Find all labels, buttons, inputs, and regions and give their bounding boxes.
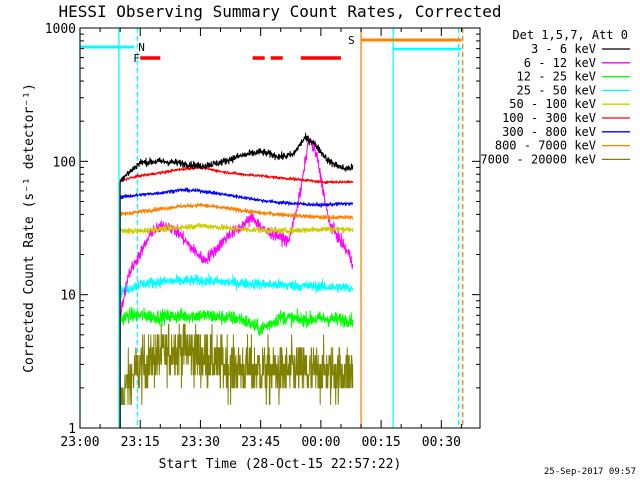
x-tick-label-4: 00:00: [301, 435, 340, 450]
annotation-label-n: N: [138, 41, 145, 54]
x-axis-label: Start Time (28-Oct-15 22:57:22): [159, 457, 402, 472]
series-line-4: [119, 222, 354, 428]
series-line-1: [119, 136, 354, 428]
plot-content: NF S: [79, 28, 464, 428]
legend-label-6: 300 - 800 keV: [502, 125, 596, 139]
plot-frame: [79, 27, 481, 429]
legend-label-3: 25 - 50 keV: [517, 83, 596, 97]
legend-label-0: 3 - 6 keV: [531, 42, 596, 56]
x-tick-label-6: 00:30: [422, 435, 461, 450]
x-tick-label-5: 00:15: [362, 435, 401, 450]
chart-title: HESSI Observing Summary Count Rates, Cor…: [58, 2, 501, 21]
series-line-6: [119, 187, 354, 428]
y-tick-label-3: 1000: [45, 22, 76, 37]
legend-label-7: 800 - 7000 keV: [495, 139, 596, 153]
series-line-8: [119, 323, 354, 428]
y-tick-label-0: 1: [68, 422, 76, 437]
legend-label-5: 100 - 300 keV: [502, 111, 596, 125]
x-axis: 23:00 23:15 23:30 23:45 00:00 00:15 00:30: [60, 28, 462, 450]
legend-label-8: 7000 - 20000 keV: [480, 152, 596, 166]
legend-label-4: 50 - 100 keV: [509, 97, 596, 111]
x-tick-label-2: 23:30: [181, 435, 220, 450]
legend-header: Det 1,5,7, Att 0: [512, 28, 628, 42]
legend-label-2: 12 - 25 keV: [517, 70, 596, 84]
y-axis: 1 10 100 1000: [45, 22, 480, 437]
annotation-label-s: S: [348, 34, 355, 47]
y-tick-label-2: 100: [53, 155, 76, 170]
x-tick-label-3: 23:45: [241, 435, 280, 450]
x-tick-label-0: 23:00: [60, 435, 99, 450]
legend-label-1: 6 - 12 keV: [524, 56, 596, 70]
series-line-3: [119, 273, 354, 428]
series-line-2: [119, 306, 354, 428]
timestamp: 25-Sep-2017 09:57: [544, 467, 636, 477]
series-line-7: [119, 202, 354, 428]
annotation-label-f: F: [133, 52, 140, 65]
series-line-0: [119, 132, 354, 428]
y-axis-label: Corrected Count Rate (s⁻¹ detector⁻¹): [22, 83, 37, 373]
x-tick-label-1: 23:15: [121, 435, 160, 450]
series-line-5: [119, 165, 354, 428]
y-tick-label-1: 10: [60, 289, 76, 304]
